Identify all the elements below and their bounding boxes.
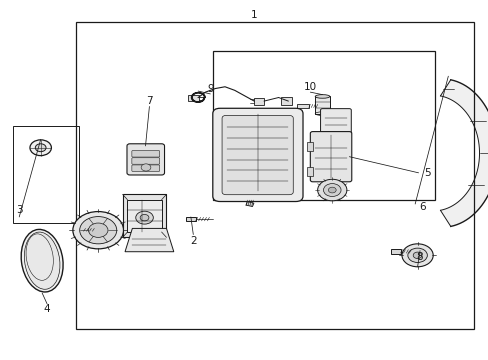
Circle shape [412, 252, 421, 258]
Bar [122, 194, 166, 237]
Bar [127, 200, 161, 232]
Ellipse shape [24, 232, 60, 289]
Text: 1: 1 [250, 10, 257, 20]
Circle shape [407, 248, 427, 262]
FancyBboxPatch shape [212, 108, 303, 202]
Text: 7: 7 [146, 96, 152, 106]
FancyBboxPatch shape [132, 150, 159, 157]
Circle shape [323, 184, 340, 197]
FancyBboxPatch shape [132, 158, 159, 164]
FancyBboxPatch shape [127, 144, 164, 175]
Text: 5: 5 [423, 168, 430, 178]
Bar [13, 126, 79, 223]
Text: 2: 2 [190, 236, 196, 246]
Ellipse shape [315, 95, 329, 98]
FancyBboxPatch shape [132, 165, 159, 171]
Circle shape [35, 144, 46, 152]
Circle shape [140, 215, 149, 221]
Text: 9: 9 [206, 84, 213, 94]
Bar [188, 95, 199, 101]
FancyBboxPatch shape [310, 132, 351, 182]
Bar [212, 51, 434, 200]
Circle shape [317, 179, 346, 201]
Polygon shape [440, 80, 488, 226]
Text: 8: 8 [416, 252, 423, 262]
Circle shape [80, 217, 117, 244]
Circle shape [141, 164, 151, 171]
Bar [185, 217, 195, 221]
Bar [306, 142, 312, 151]
Circle shape [88, 223, 108, 237]
Bar [281, 97, 291, 105]
Bar [306, 167, 312, 176]
Bar [73, 228, 83, 232]
Text: 6: 6 [418, 202, 425, 212]
Bar [254, 98, 264, 105]
Polygon shape [125, 228, 173, 252]
Bar [76, 22, 473, 329]
Text: 4: 4 [43, 304, 50, 314]
Circle shape [401, 244, 432, 267]
Bar [315, 96, 329, 114]
FancyBboxPatch shape [320, 109, 350, 135]
Bar [245, 202, 253, 207]
Text: 10: 10 [303, 82, 316, 92]
Circle shape [328, 187, 335, 193]
Text: 3: 3 [16, 206, 22, 216]
Circle shape [73, 212, 123, 249]
Circle shape [30, 140, 51, 156]
Ellipse shape [21, 229, 63, 292]
Circle shape [136, 211, 153, 224]
FancyBboxPatch shape [222, 116, 293, 195]
Bar [296, 104, 308, 108]
Bar [390, 249, 400, 253]
